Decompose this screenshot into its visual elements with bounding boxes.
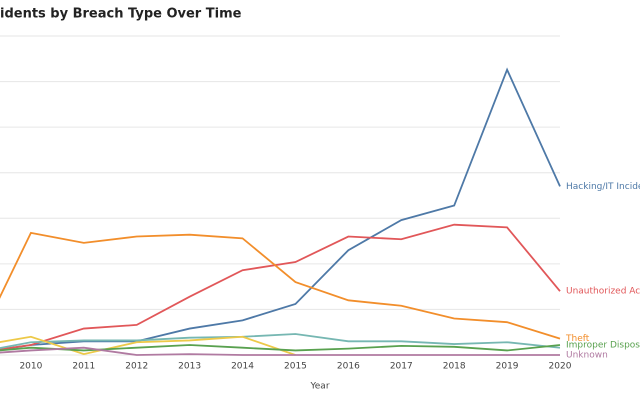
series-line xyxy=(0,344,561,352)
series-label: Theft xyxy=(565,334,590,344)
series-label: Improper Disposal xyxy=(566,340,640,350)
series-line xyxy=(0,231,561,340)
series-label: Hacking/IT Incident xyxy=(566,182,640,192)
series-line xyxy=(0,67,561,351)
x-axis-label: Year xyxy=(309,382,329,392)
x-tick-label: 2015 xyxy=(284,362,307,372)
x-tick-label: 2019 xyxy=(496,362,519,372)
x-tick-label: 2012 xyxy=(125,362,148,372)
x-tick-label: 2010 xyxy=(19,362,42,372)
x-tick-label: 2020 xyxy=(549,362,572,372)
series-line xyxy=(0,223,561,351)
x-tick-label: 2013 xyxy=(178,362,201,372)
x-tick-label: 2014 xyxy=(231,362,254,372)
series-label: Unauthorized Acce xyxy=(566,287,640,297)
series-line xyxy=(0,333,561,350)
x-tick-label: 2011 xyxy=(72,362,95,372)
chart-title: idents by Breach Type Over Time xyxy=(0,7,242,22)
series-line xyxy=(0,346,560,356)
x-tick-label: 2017 xyxy=(390,362,413,372)
x-tick-label: 2016 xyxy=(337,362,360,372)
series-label: Unknown xyxy=(566,351,608,361)
x-tick-label: 2018 xyxy=(443,362,466,372)
series-line xyxy=(0,335,296,356)
